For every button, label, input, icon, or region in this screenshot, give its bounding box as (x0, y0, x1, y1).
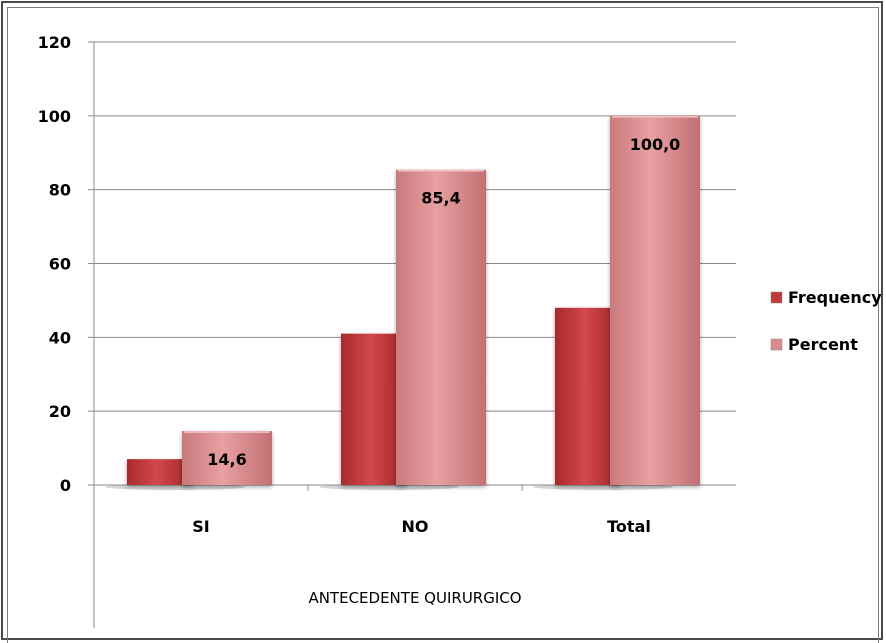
legend-label-frequency: Frequency (788, 288, 882, 307)
category-label: NO (402, 517, 429, 536)
bar-floor-shadow (319, 484, 459, 490)
category-label: Total (607, 517, 651, 536)
legend: Frequency Percent (770, 288, 882, 354)
chart-frame-inner (7, 7, 879, 643)
y-tick-label: 0 (60, 476, 71, 495)
y-tick-label: 60 (49, 255, 71, 274)
y-tick-label: 20 (49, 402, 71, 421)
y-tick-labels: 0 20 40 60 80 100 120 (38, 33, 71, 495)
y-tick-label: 100 (38, 107, 71, 126)
bar-percent-total (610, 115, 700, 485)
category-labels: SI NO Total (192, 517, 651, 536)
bars (105, 115, 700, 490)
data-label-percent-no: 85,4 (421, 189, 460, 208)
bar-percent-no (396, 169, 486, 485)
legend-label-percent: Percent (788, 335, 858, 354)
legend-swatch-percent (770, 338, 783, 351)
data-label-percent-total: 100,0 (630, 135, 681, 154)
legend-swatch-frequency (770, 291, 783, 304)
bar-floor-shadow (105, 484, 245, 490)
y-tick-label: 40 (49, 328, 71, 347)
category-label: SI (192, 517, 209, 536)
x-axis-title: ANTECEDENTE QUIRURGICO (308, 589, 521, 607)
bar-percent-si (182, 431, 272, 485)
y-tick-label: 120 (38, 33, 71, 52)
data-labels: 14,6 85,4 100,0 (207, 135, 680, 469)
data-label-percent-si: 14,6 (207, 450, 246, 469)
y-tick-label: 80 (49, 181, 71, 200)
bar-floor-shadow (533, 484, 673, 490)
